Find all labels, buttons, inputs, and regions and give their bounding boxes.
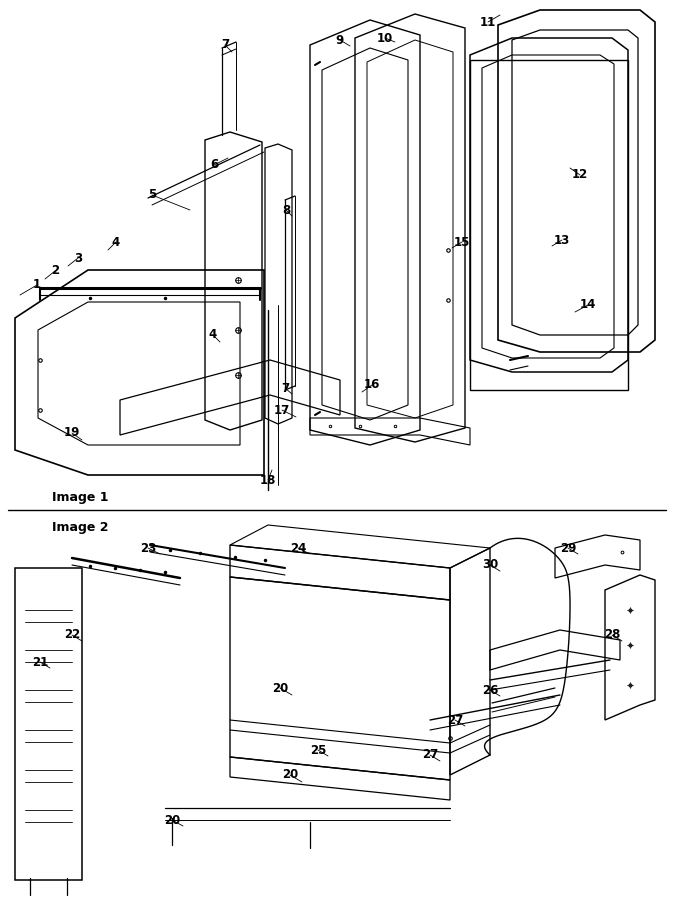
Text: 26: 26: [482, 683, 498, 697]
Text: 4: 4: [112, 236, 120, 248]
Text: 20: 20: [282, 769, 298, 781]
Text: 17: 17: [274, 403, 290, 417]
Text: 8: 8: [282, 203, 290, 217]
Text: 23: 23: [140, 542, 156, 554]
Text: 10: 10: [377, 32, 393, 44]
Text: 21: 21: [32, 655, 48, 669]
Text: 16: 16: [364, 379, 380, 392]
Text: 27: 27: [447, 714, 463, 726]
Text: 15: 15: [454, 236, 470, 248]
Text: 5: 5: [148, 188, 156, 202]
Text: 19: 19: [64, 427, 80, 439]
Text: 20: 20: [272, 681, 288, 695]
Text: 6: 6: [210, 158, 218, 172]
Text: 20: 20: [164, 814, 180, 826]
Text: 9: 9: [336, 33, 344, 47]
Text: 14: 14: [580, 299, 596, 311]
Text: 1: 1: [33, 278, 41, 292]
Text: Image 1: Image 1: [52, 491, 109, 505]
Text: 24: 24: [290, 542, 306, 554]
Text: 18: 18: [259, 473, 276, 487]
Text: 29: 29: [560, 542, 576, 554]
Text: 4: 4: [209, 328, 217, 341]
Text: 7: 7: [221, 39, 229, 51]
Text: 7: 7: [281, 382, 289, 394]
Text: Image 2: Image 2: [52, 521, 109, 535]
Text: 2: 2: [51, 265, 59, 277]
Text: 28: 28: [604, 628, 620, 642]
Text: 12: 12: [572, 168, 588, 182]
Text: 27: 27: [422, 749, 438, 761]
Text: 11: 11: [480, 15, 496, 29]
Text: 30: 30: [482, 559, 498, 572]
Text: 22: 22: [64, 628, 80, 642]
Text: 13: 13: [554, 233, 570, 247]
Text: 25: 25: [310, 743, 326, 757]
Text: 3: 3: [74, 251, 82, 265]
